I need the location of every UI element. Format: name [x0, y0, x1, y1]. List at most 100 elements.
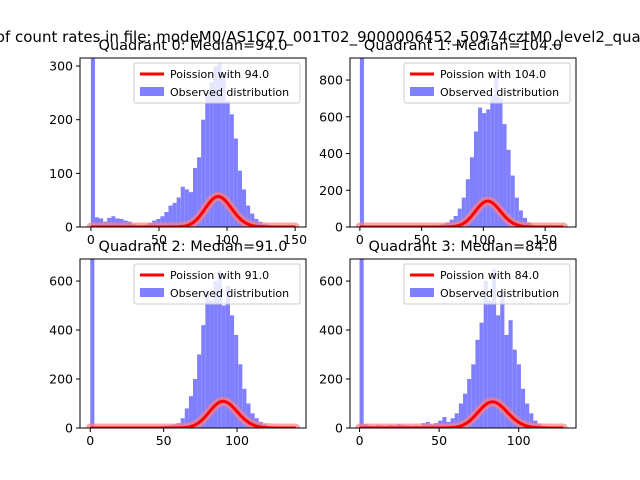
x-tick-label: 0 [356, 433, 364, 448]
histogram-bar [478, 107, 483, 227]
y-tick-label: 0 [335, 421, 343, 436]
histogram-bar [486, 109, 491, 227]
histogram-bar [491, 268, 497, 428]
histogram-bar [359, 259, 364, 428]
x-tick-label: 150 [533, 232, 557, 247]
legend-label-observed: Observed distribution [440, 86, 559, 99]
subplot-title: Quadrant 1: Median=104.0 [364, 38, 562, 54]
histogram-bar [510, 175, 515, 227]
histogram-bar [457, 208, 462, 227]
legend: Poission with 91.0 Observed distribution [133, 263, 301, 305]
y-tick-label: 0 [65, 421, 73, 436]
histogram-bar [176, 197, 181, 227]
x-tick-label: 100 [471, 232, 495, 247]
histogram-bar [359, 58, 364, 227]
histogram-bar [221, 305, 226, 428]
histogram-bar [221, 74, 226, 227]
axes-frame [349, 258, 577, 429]
histogram-bar [494, 76, 499, 227]
histogram-bar [168, 205, 173, 227]
figure-suptitle: Histogram of count rates in file: modeM0… [0, 28, 640, 47]
y-tick-label: 0 [335, 220, 343, 235]
histogram-bar [229, 315, 235, 428]
y-tick-label: 400 [319, 146, 343, 161]
histogram-bar [217, 63, 222, 227]
histogram-bar [506, 149, 511, 227]
histogram-bar [205, 290, 210, 428]
histogram-bar [242, 189, 247, 227]
y-tick-label: 100 [49, 166, 73, 181]
legend-label-observed: Observed distribution [170, 287, 289, 300]
subplot-title: Quadrant 3: Median=84.0 [369, 239, 558, 255]
histogram-bar [213, 281, 218, 428]
x-tick-label: 100 [507, 433, 531, 448]
legend-box [403, 62, 571, 104]
histogram-bar [217, 271, 222, 428]
histogram-bar [242, 388, 247, 428]
subplot-quadrant-3: 0 50 100 0 200 400 600 Poission with 84.0 Observ… [319, 239, 577, 448]
histogram-bar [516, 364, 521, 428]
histogram-bar [475, 339, 480, 428]
y-tick-label: 600 [49, 274, 73, 289]
x-tick-label: 0 [356, 232, 364, 247]
histogram-bar [229, 114, 234, 227]
histogram-bar [502, 124, 507, 227]
legend-bar-swatch [140, 288, 164, 297]
legend: Poission with 94.0 Observed distribution [133, 62, 301, 104]
x-tick-label: 100 [225, 433, 249, 448]
histogram-bar [498, 98, 503, 227]
x-tick-label: 50 [431, 433, 447, 448]
histogram-bar [107, 217, 112, 227]
histogram-bar [518, 210, 523, 227]
histogram-bar [442, 416, 447, 428]
histogram-bar [172, 202, 177, 227]
histogram-bar [193, 167, 198, 227]
histogram-bar [233, 138, 238, 227]
legend: Poission with 84.0 Observed distribution [403, 263, 571, 305]
histogram-bar [465, 179, 470, 227]
y-tick-label: 200 [49, 112, 73, 127]
histogram-bar [529, 413, 534, 428]
subplot-grid: 0 50 100 150 0 100 200 300 Poission with 94.0 Obs… [49, 38, 577, 448]
y-tick-label: 300 [49, 59, 73, 74]
histogram-bar [234, 334, 239, 428]
x-tick-label: 50 [414, 232, 430, 247]
x-tick-label: 150 [283, 232, 307, 247]
legend-label-poisson: Poission with 104.0 [440, 68, 546, 81]
plot-area [355, 259, 568, 428]
y-tick-label: 800 [319, 73, 343, 88]
histogram-bar [111, 216, 116, 227]
subplot-title: Quadrant 0: Median=94.0 [99, 38, 288, 54]
histogram-bar [188, 192, 193, 227]
histogram-bar [514, 197, 519, 227]
y-tick-label: 600 [319, 109, 343, 124]
histogram-bar [512, 349, 517, 428]
histogram-bar [209, 82, 214, 227]
histogram-bar [197, 354, 202, 428]
histogram-bar [458, 403, 463, 428]
histogram-bar [225, 100, 230, 227]
axes-frame [79, 258, 307, 429]
legend-label-observed: Observed distribution [440, 287, 559, 300]
histogram-bar [461, 197, 466, 227]
x-tick-label: 0 [87, 232, 95, 247]
poisson-curve [359, 400, 564, 428]
histogram-bar [520, 388, 526, 428]
subplot-quadrant-2: 0 50 100 0 200 400 600 Poission with 91.0 Observ… [49, 239, 307, 448]
histogram-bar [490, 94, 495, 227]
legend-label-observed: Observed distribution [170, 86, 289, 99]
legend-box [133, 62, 301, 104]
histogram-bar [238, 364, 243, 428]
histogram-bar [188, 396, 193, 428]
axes-frame [349, 57, 577, 228]
legend: Poission with 104.0 Observed distribution [403, 62, 571, 104]
x-tick-label: 50 [151, 232, 167, 247]
histogram-bar [250, 213, 255, 227]
histogram-bar [193, 379, 198, 428]
histogram-bar [90, 58, 95, 227]
y-tick-label: 400 [319, 323, 343, 338]
histogram-bar [201, 119, 206, 227]
legend-box [133, 263, 301, 305]
histogram-bar [164, 211, 169, 227]
y-tick-label: 200 [49, 372, 73, 387]
